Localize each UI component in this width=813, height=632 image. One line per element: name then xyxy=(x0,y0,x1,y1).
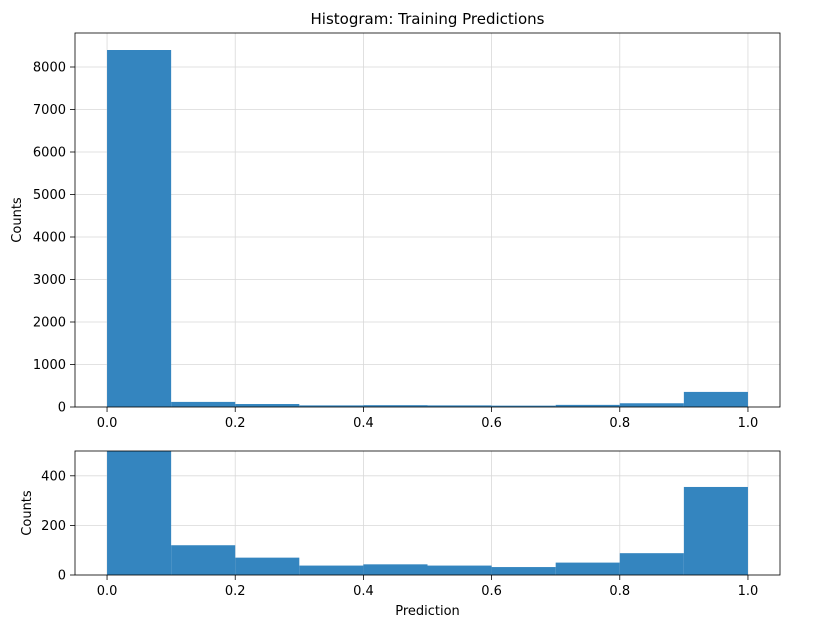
top-y-tick-label-0: 0 xyxy=(58,401,66,416)
bottom-histogram-bar-7 xyxy=(555,562,620,575)
top-y-tick-label-6: 6000 xyxy=(33,146,66,161)
top-y-tick-label-1: 1000 xyxy=(33,358,66,373)
top-histogram-bar-0 xyxy=(107,50,172,407)
bottom-histogram-bar-9 xyxy=(683,486,748,575)
top-grid xyxy=(75,33,780,408)
top-y-tick-label-8: 8000 xyxy=(33,61,66,76)
top-ticks: 0.0 0.2 0.4 0.6 0.8 1.0 0 1000 2000 3000 4000 5000 6… xyxy=(33,61,758,432)
top-x-tick-label-1: 0.2 xyxy=(225,416,246,431)
top-axes-frame xyxy=(74,32,781,408)
bottom-x-tick-label-0: 0.0 xyxy=(97,584,118,599)
top-histogram-bar-8 xyxy=(619,403,684,407)
bottom-y-tick-label-1: 200 xyxy=(41,519,66,534)
bottom-histogram-bar-2 xyxy=(235,557,300,575)
top-histogram-bar-1 xyxy=(171,401,236,407)
bottom-y-tick-label-2: 400 xyxy=(41,469,66,484)
top-histogram-bar-4 xyxy=(363,405,428,407)
top-x-tick-label-2: 0.4 xyxy=(353,416,374,431)
top-y-tick-label-4: 4000 xyxy=(33,231,66,246)
bottom-x-axis-label: Prediction xyxy=(395,604,460,619)
top-x-tick-label-5: 1.0 xyxy=(738,416,759,431)
bottom-histogram-bar-3 xyxy=(299,565,364,575)
bottom-histogram-bar-1 xyxy=(171,545,236,575)
bottom-y-axis-label: Counts xyxy=(20,490,35,536)
bottom-histogram-bar-0 xyxy=(107,451,172,575)
top-histogram-bar-3 xyxy=(299,405,364,407)
top-histogram-panel: 0.0 0.2 0.4 0.6 0.8 1.0 0 1000 2000 3000 4000 5000 6… xyxy=(10,10,781,432)
bottom-x-tick-label-4: 0.8 xyxy=(609,584,630,599)
bottom-y-tick-label-0: 0 xyxy=(58,569,66,584)
bottom-histogram-panel: 0.0 0.2 0.4 0.6 0.8 1.0 0 200 400 Counts Predict… xyxy=(20,450,781,619)
bottom-x-tick-label-5: 1.0 xyxy=(738,584,759,599)
bottom-axes-frame xyxy=(74,450,781,576)
top-y-axis-label: Counts xyxy=(10,197,25,243)
top-x-tick-label-0: 0.0 xyxy=(97,416,118,431)
bottom-histogram-bar-4 xyxy=(363,564,428,575)
bottom-histogram-bar-6 xyxy=(491,567,556,575)
bottom-histogram-bar-8 xyxy=(619,553,684,575)
top-histogram-bar-7 xyxy=(555,404,620,407)
bottom-histogram-bar-5 xyxy=(427,565,492,575)
bottom-x-tick-label-1: 0.2 xyxy=(225,584,246,599)
top-chart-title: Histogram: Training Predictions xyxy=(311,10,545,28)
top-x-tick-label-3: 0.6 xyxy=(481,416,502,431)
top-histogram-bar-9 xyxy=(683,391,748,407)
bottom-ticks: 0.0 0.2 0.4 0.6 0.8 1.0 0 200 400 xyxy=(41,469,758,599)
top-histogram-bar-6 xyxy=(491,405,556,407)
top-y-tick-label-3: 3000 xyxy=(33,273,66,288)
bottom-bars xyxy=(107,451,748,575)
top-histogram-bar-5 xyxy=(427,405,492,407)
top-bars xyxy=(107,50,748,407)
bottom-x-tick-label-2: 0.4 xyxy=(353,584,374,599)
top-y-tick-label-5: 5000 xyxy=(33,188,66,203)
top-y-tick-label-7: 7000 xyxy=(33,103,66,118)
bottom-x-tick-label-3: 0.6 xyxy=(481,584,502,599)
top-histogram-bar-2 xyxy=(235,404,300,407)
top-y-tick-label-2: 2000 xyxy=(33,316,66,331)
top-x-tick-label-4: 0.8 xyxy=(609,416,630,431)
